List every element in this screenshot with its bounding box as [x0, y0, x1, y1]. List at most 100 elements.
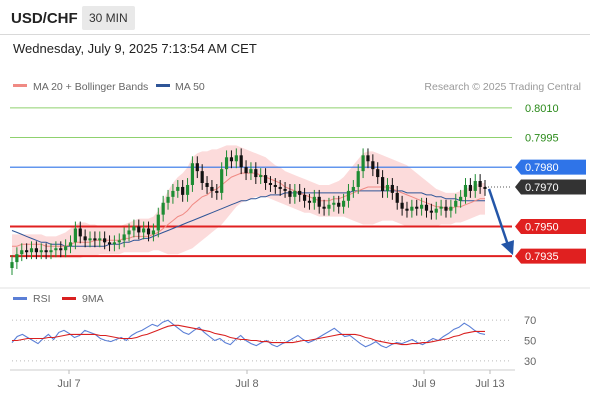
candle-body: [151, 230, 156, 235]
level-label-bg: [515, 179, 586, 195]
candle-body: [176, 186, 180, 191]
candle-body: [181, 186, 185, 195]
candle-body: [390, 184, 394, 193]
x-tick-label: Jul 8: [235, 378, 258, 390]
candle-body: [166, 196, 170, 203]
candle-body: [93, 238, 97, 241]
credit-text: Research © 2025 Trading Central: [424, 81, 581, 93]
candle-body: [317, 196, 321, 207]
candle-body: [49, 250, 53, 253]
candle-body: [288, 190, 292, 197]
candle-body: [273, 184, 277, 187]
candle-body: [239, 155, 243, 168]
candle-body: [103, 238, 107, 243]
candle-body: [117, 240, 121, 243]
level-label-bg: [515, 248, 586, 264]
chart-header: USD/CHF 30 MIN: [0, 0, 590, 35]
candle-body: [341, 200, 346, 207]
candle-body: [327, 204, 331, 209]
candle-body: [68, 242, 73, 247]
candle-body: [356, 171, 360, 187]
candle-body: [429, 210, 433, 213]
candle-body: [142, 228, 146, 233]
interval-button[interactable]: 30 MIN: [82, 6, 135, 30]
candle-body: [249, 169, 253, 174]
candle-body: [444, 206, 448, 211]
candle-body: [366, 155, 370, 162]
candle-body: [156, 214, 160, 231]
candle-body: [259, 175, 263, 178]
x-tick-label: Jul 9: [412, 378, 435, 390]
candle-body: [463, 184, 468, 197]
ma9-legend-label: 9MA: [82, 293, 104, 305]
level-label: 0.7995: [525, 133, 559, 145]
candle-body: [25, 250, 29, 253]
candle-body: [10, 262, 14, 269]
candle-body: [244, 167, 248, 174]
candle-body: [405, 208, 409, 211]
level-label-bg: [515, 159, 586, 175]
candle-body: [200, 171, 204, 183]
rsi-legend-swatch: [13, 297, 27, 300]
ma20-legend-swatch: [13, 84, 27, 87]
candle-body: [312, 196, 316, 203]
candle-body: [473, 181, 477, 191]
candle-body: [410, 206, 414, 211]
candle-body: [224, 157, 229, 170]
level-label: 0.7950: [525, 222, 559, 234]
chart-datetime: Wednesday, July 9, 2025 7:13:54 AM CET: [13, 41, 257, 56]
ma50-line: [11, 190, 485, 247]
level-label: 0.7980: [525, 162, 559, 174]
rsi-legend-label: RSI: [33, 293, 51, 305]
candle-body: [302, 194, 307, 201]
ma20-legend-label: MA 20 + Bollinger Bands: [33, 81, 148, 93]
candle-body: [380, 177, 385, 191]
rsi-9ma-line: [12, 324, 485, 346]
forecast-arrow-shaft: [487, 188, 510, 246]
candle-body: [107, 242, 112, 245]
candle-body: [146, 228, 151, 235]
candle-body: [127, 230, 131, 235]
symbol-title: USD/CHF: [11, 10, 78, 27]
candle-body: [98, 238, 102, 241]
candle-body: [254, 169, 258, 178]
candle-body: [434, 208, 438, 213]
candle-body: [449, 206, 453, 211]
candle-body: [34, 248, 38, 253]
candle-body: [468, 184, 472, 191]
candle-body: [268, 183, 273, 185]
ma50-legend-swatch: [156, 84, 170, 87]
candle-body: [15, 254, 19, 263]
candle-body: [185, 184, 190, 195]
level-label: 0.7970: [525, 182, 559, 194]
candle-body: [112, 242, 117, 245]
ma20-line: [12, 172, 485, 247]
candle-body: [376, 169, 380, 178]
candle-body: [361, 155, 365, 172]
candle-body: [137, 226, 141, 233]
candle-body: [39, 250, 43, 253]
candle-body: [54, 248, 58, 251]
candle-body: [337, 202, 341, 207]
candle-body: [73, 228, 77, 243]
rsi-tick-label: 30: [524, 356, 536, 368]
rsi-line: [11, 319, 486, 349]
forecast-arrow-head: [501, 240, 514, 256]
candle-body: [210, 186, 214, 191]
candle-body: [234, 155, 238, 162]
rsi-tick-label: 70: [524, 315, 536, 327]
candle-body: [195, 163, 199, 172]
candle-body: [59, 248, 63, 251]
candle-body: [351, 186, 355, 191]
level-label: 0.7935: [525, 251, 559, 263]
candle-body: [478, 181, 482, 187]
candle-body: [205, 183, 209, 187]
candle-body: [161, 202, 165, 215]
candle-body: [132, 226, 136, 231]
candle-body: [215, 190, 219, 193]
candle-body: [263, 175, 268, 183]
candle-body: [293, 190, 297, 197]
candle-body: [283, 188, 287, 191]
candle-body: [278, 186, 282, 189]
